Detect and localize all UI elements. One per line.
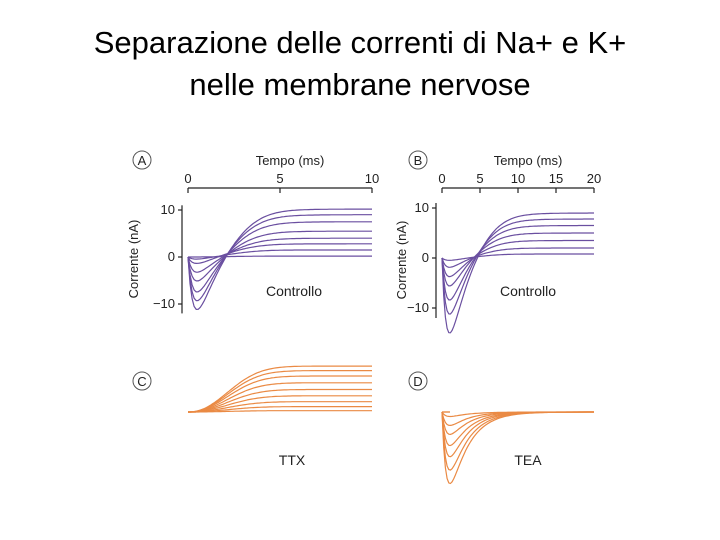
y-tick-label: 0 (422, 250, 429, 265)
current-trace-b-1 (441, 212, 594, 334)
slide-title-line-1: Separazione delle correnti di Na+ e K+ (93, 25, 627, 60)
current-trace-d-3 (441, 411, 594, 458)
y-axis-label: Corrente (nA) (394, 221, 409, 300)
panel-letter: A (138, 153, 147, 168)
current-trace-b-2 (441, 218, 594, 315)
x-tick-label: 10 (365, 171, 379, 186)
y-axis-label: Corrente (nA) (126, 220, 141, 299)
y-tick-label: −10 (153, 296, 175, 311)
panel-letter-badge (132, 150, 152, 170)
current-trace-a-8 (188, 255, 372, 258)
current-trace-b-5 (441, 239, 594, 278)
current-trace-b-7 (441, 253, 594, 261)
current-trace-d-7 (441, 411, 594, 418)
current-trace-c-6 (188, 395, 372, 413)
x-tick-label: 20 (587, 171, 601, 186)
current-trace-a-1 (187, 208, 372, 310)
panel-caption: TEA (514, 452, 542, 468)
x-tick-label: 15 (549, 171, 563, 186)
panel-letter-badge (132, 371, 152, 391)
panel-letter-badge (408, 371, 428, 391)
slide-title-line-2: nelle membrane nervose (189, 67, 531, 102)
panel-caption: Controllo (500, 283, 556, 299)
current-trace-a-4 (187, 230, 372, 282)
panel-c: TTX (188, 365, 372, 468)
x-axis-label: Tempo (ms) (494, 153, 563, 168)
current-trace-d-4 (441, 411, 594, 447)
current-trace-c-8 (188, 406, 372, 413)
current-trace-a-2 (187, 214, 372, 302)
x-tick-label: 10 (511, 171, 525, 186)
current-trace-d-1 (441, 411, 594, 485)
panel-letter-badge (408, 150, 428, 170)
slide-title: Separazione delle correnti di Na+ e K+ n… (0, 22, 720, 106)
panel-a: Tempo (ms) 0 5 10 10 0 −10 Corrente (nA) Control… (126, 153, 379, 314)
current-trace-c-1 (188, 365, 372, 413)
current-trace-c-7 (188, 401, 372, 413)
current-trace-a-3 (187, 221, 372, 293)
current-trace-a-6 (187, 243, 372, 264)
y-tick-label: 0 (168, 249, 175, 264)
current-trace-c-9 (188, 410, 372, 413)
x-tick-label: 0 (184, 171, 191, 186)
panel-letter: C (137, 374, 146, 389)
x-tick-label: 5 (476, 171, 483, 186)
current-trace-b-4 (441, 232, 594, 287)
x-axis-label: Tempo (ms) (256, 153, 325, 168)
panel-caption: Controllo (266, 283, 322, 299)
panel-d: TEA (441, 411, 594, 485)
current-trace-c-2 (188, 370, 372, 413)
x-tick-label: 0 (438, 171, 445, 186)
panel-letter: D (413, 374, 422, 389)
current-trace-b-3 (441, 224, 594, 301)
panel-caption: TTX (279, 452, 306, 468)
current-trace-c-5 (188, 388, 372, 413)
y-tick-label: 10 (415, 200, 429, 215)
panel-letter: B (414, 153, 423, 168)
current-trace-c-3 (188, 375, 372, 413)
current-trace-b-6 (441, 247, 594, 268)
y-tick-label: −10 (407, 300, 429, 315)
x-tick-label: 5 (276, 171, 283, 186)
y-tick-label: 10 (161, 202, 175, 217)
current-trace-c-4 (188, 382, 372, 413)
current-trace-a-5 (187, 237, 372, 273)
